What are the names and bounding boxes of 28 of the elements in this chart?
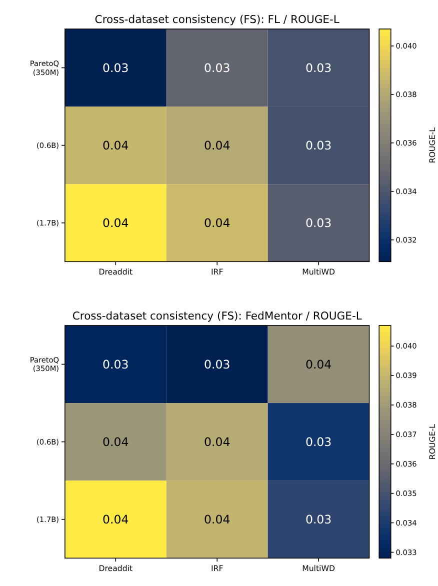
x-tick-label: MultiWD xyxy=(302,267,336,276)
x-tick-label: MultiWD xyxy=(302,564,336,573)
data-label: 0.03 xyxy=(305,512,332,526)
chart-title: Cross-dataset consistency (FS): FL / ROUGE-L xyxy=(94,13,340,26)
data-label: 0.04 xyxy=(204,216,230,230)
data-label: 0.03 xyxy=(204,357,230,372)
data-label: 0.04 xyxy=(204,512,230,526)
data-label: 0.03 xyxy=(102,60,129,75)
data-label: 0.04 xyxy=(102,434,129,449)
chart-title: Cross-dataset consistency (FS): FedMentor / ROUGE-L xyxy=(72,310,362,323)
data-label: 0.04 xyxy=(204,434,230,449)
data-label: 0.03 xyxy=(305,216,332,230)
data-label: 0.03 xyxy=(305,434,332,449)
data-label: 0.03 xyxy=(305,138,332,152)
x-tick-label: Dreaddit xyxy=(98,564,133,573)
x-tick-label: Dreaddit xyxy=(98,267,133,276)
data-label: 0.04 xyxy=(102,138,129,152)
x-tick-label: IRF xyxy=(210,564,224,573)
data-label: 0.04 xyxy=(305,357,332,372)
data-label: 0.04 xyxy=(204,138,230,152)
data-label: 0.03 xyxy=(204,60,230,75)
data-label: 0.04 xyxy=(102,512,129,526)
color-bar-title: ROUGE-L xyxy=(428,423,438,460)
x-tick-label: IRF xyxy=(210,267,224,276)
data-label: 0.04 xyxy=(102,216,129,230)
color-bar-title: ROUGE-L xyxy=(428,126,438,164)
data-label: 0.03 xyxy=(102,357,129,372)
data-label: 0.03 xyxy=(305,60,332,75)
